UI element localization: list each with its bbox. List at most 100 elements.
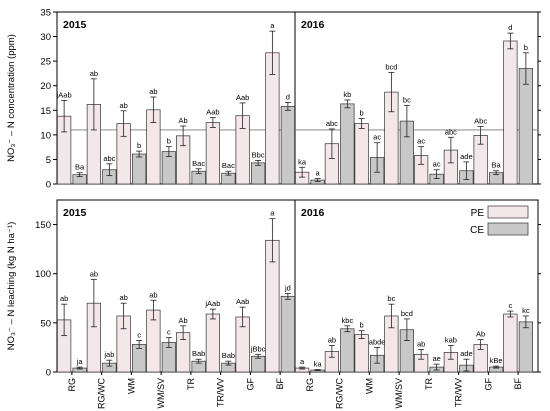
significance-label: jAab	[56, 90, 72, 99]
significance-label: a	[270, 21, 275, 30]
x-tick-label: TR	[424, 378, 434, 390]
x-tick-label: TR/WV	[216, 378, 226, 407]
significance-label: ab	[149, 290, 157, 299]
y-tick-label: 0	[46, 368, 51, 379]
bar-pe	[205, 313, 220, 373]
significance-label: d	[286, 92, 290, 101]
significance-label: jBbc	[250, 344, 266, 353]
significance-label: bc	[403, 95, 411, 104]
x-tick-label: TR	[186, 378, 196, 390]
x-tick-label: WM	[364, 378, 374, 394]
legend-label: PE	[471, 208, 485, 219]
significance-label: b	[167, 137, 171, 146]
y-tick-label: 100	[35, 269, 51, 280]
significance-label: ade	[460, 349, 473, 358]
x-tick-label: TR/WV	[454, 378, 464, 407]
bar-ce	[132, 153, 147, 185]
significance-label: abc	[326, 119, 338, 128]
x-tick-label: RG	[67, 378, 77, 392]
significance-label: Ba	[492, 161, 502, 170]
significance-label: c	[509, 301, 513, 310]
x-tick-label: WM/SV	[394, 378, 404, 409]
panel-year-label: 2016	[301, 19, 325, 31]
significance-label: c	[167, 328, 171, 337]
significance-label: ae	[432, 354, 440, 363]
x-tick-label: RG	[305, 378, 315, 392]
significance-label: Bab	[222, 351, 235, 360]
significance-label: abc	[103, 154, 115, 163]
significance-label: ja	[76, 357, 84, 366]
significance-label: ab	[90, 270, 98, 279]
significance-label: ab	[119, 101, 127, 110]
y-tick-label: 50	[40, 318, 51, 329]
significance-label: kBe	[490, 356, 503, 365]
significance-label: Bab	[192, 349, 205, 358]
panel-year-label: 2015	[63, 19, 87, 31]
bar-ce	[340, 328, 355, 373]
significance-label: kb	[343, 90, 351, 99]
y-tick-label: 25	[40, 57, 51, 68]
significance-label: a	[300, 357, 305, 366]
significance-label: Abc	[474, 117, 487, 126]
significance-label: abc	[445, 127, 457, 136]
y-tick-label: 150	[35, 220, 51, 231]
x-tick-label: RG/WC	[335, 378, 345, 409]
significance-label: Bbc	[252, 150, 265, 159]
significance-label: ab	[90, 69, 98, 78]
bar-ce	[251, 162, 266, 185]
bar-pe	[503, 40, 518, 185]
significance-label: b	[137, 141, 141, 150]
bar-ce	[518, 321, 533, 373]
significance-label: Ab	[179, 316, 188, 325]
significance-label: bcd	[401, 309, 413, 318]
significance-label: bc	[387, 294, 395, 303]
significance-label: c	[137, 331, 141, 340]
significance-label: bcd	[385, 62, 397, 71]
legend-label: CE	[470, 225, 484, 236]
y-tick-label: 10	[40, 130, 51, 141]
chart-marks: jAabBaababcabbabbAbBacAabBacAabBbcadkaaa…	[56, 21, 533, 373]
legend-swatch	[487, 205, 529, 219]
significance-label: Ab	[179, 116, 188, 125]
significance-label: a	[316, 169, 321, 178]
significance-label: Ba	[75, 163, 85, 172]
y-tick-label: 0	[46, 180, 51, 191]
significance-label: jab	[103, 350, 114, 359]
panel-year-label: 2015	[63, 207, 87, 219]
top-ylabel: NO₃⁻ – N concentration (ppm)	[6, 34, 17, 162]
category-labels: RG RG/WC WM WM/SV TR TR/WV GF BF RG RG/WC WM WM/SV T…	[67, 372, 523, 409]
x-tick-label: WM/SV	[156, 378, 166, 409]
significance-label: ka	[298, 157, 307, 166]
y-tick-label: 5	[46, 155, 51, 166]
chart-legend: PE CE	[470, 205, 529, 236]
significance-label: ade	[460, 152, 473, 161]
bar-ce	[518, 68, 533, 185]
significance-label: kab	[445, 335, 457, 344]
x-tick-label: RG/WC	[97, 378, 107, 409]
significance-label: d	[508, 23, 512, 32]
significance-label: jAab	[204, 299, 220, 308]
bar-pe	[503, 313, 518, 373]
bar-pe	[205, 122, 220, 185]
significance-label: ka	[314, 360, 323, 369]
significance-label: Bac	[192, 159, 205, 168]
significance-label: kbc	[342, 316, 354, 325]
legend-swatch	[487, 222, 529, 236]
y-tick-label: 35	[40, 8, 51, 19]
panel-year-label: 2016	[301, 207, 325, 219]
significance-label: b	[524, 43, 528, 52]
significance-label: ab	[149, 87, 157, 96]
significance-label: ac	[433, 160, 441, 169]
bar-ce	[280, 106, 295, 185]
significance-label: abde	[369, 337, 386, 346]
x-tick-label: WM	[126, 378, 136, 394]
bar-pe	[354, 123, 369, 185]
significance-label: Aab	[236, 297, 249, 306]
bar-pe	[354, 334, 369, 373]
x-tick-label: GF	[483, 377, 493, 390]
y-tick-label: 20	[40, 81, 51, 92]
significance-label: Ab	[476, 330, 485, 339]
significance-label: ab	[417, 339, 425, 348]
significance-label: ab	[60, 294, 68, 303]
